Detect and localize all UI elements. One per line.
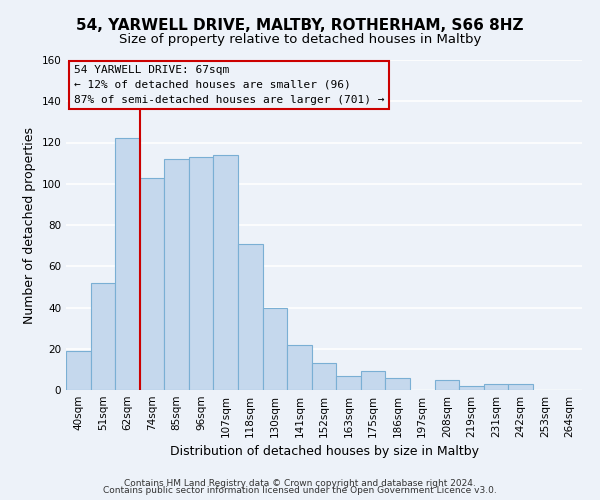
- Bar: [140, 178, 164, 390]
- Bar: [214, 155, 238, 390]
- Bar: [312, 363, 336, 390]
- Bar: [66, 351, 91, 390]
- Bar: [115, 138, 140, 390]
- Bar: [238, 244, 263, 390]
- Bar: [91, 283, 115, 390]
- Bar: [287, 344, 312, 390]
- Text: Contains HM Land Registry data © Crown copyright and database right 2024.: Contains HM Land Registry data © Crown c…: [124, 478, 476, 488]
- Bar: [164, 159, 189, 390]
- Bar: [484, 384, 508, 390]
- Text: Contains public sector information licensed under the Open Government Licence v3: Contains public sector information licen…: [103, 486, 497, 495]
- Text: 54, YARWELL DRIVE, MALTBY, ROTHERHAM, S66 8HZ: 54, YARWELL DRIVE, MALTBY, ROTHERHAM, S6…: [76, 18, 524, 32]
- Text: Size of property relative to detached houses in Maltby: Size of property relative to detached ho…: [119, 32, 481, 46]
- Bar: [263, 308, 287, 390]
- X-axis label: Distribution of detached houses by size in Maltby: Distribution of detached houses by size …: [170, 446, 479, 458]
- Text: 54 YARWELL DRIVE: 67sqm
← 12% of detached houses are smaller (96)
87% of semi-de: 54 YARWELL DRIVE: 67sqm ← 12% of detache…: [74, 65, 384, 104]
- Bar: [434, 380, 459, 390]
- Bar: [385, 378, 410, 390]
- Bar: [361, 372, 385, 390]
- Bar: [459, 386, 484, 390]
- Y-axis label: Number of detached properties: Number of detached properties: [23, 126, 36, 324]
- Bar: [189, 157, 214, 390]
- Bar: [508, 384, 533, 390]
- Bar: [336, 376, 361, 390]
